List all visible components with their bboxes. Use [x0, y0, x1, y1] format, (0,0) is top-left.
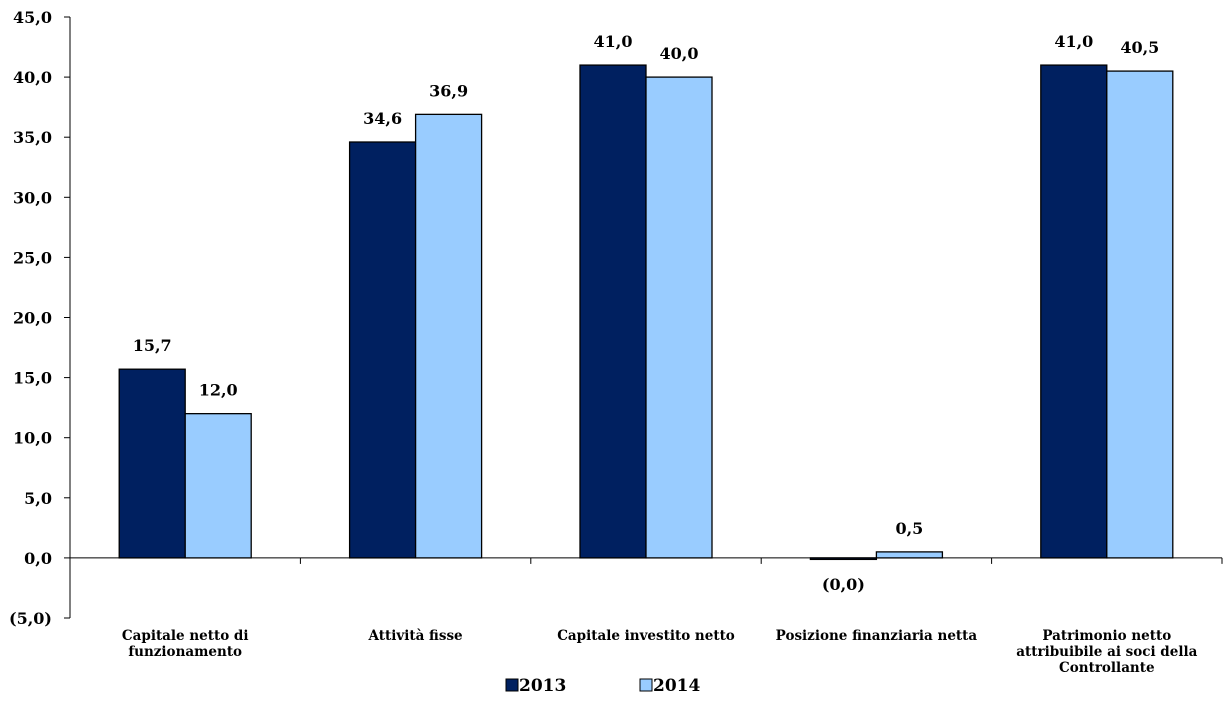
y-tick-label: (5,0) — [9, 609, 52, 628]
bar-2013 — [809, 557, 878, 561]
y-tick-label: 35,0 — [13, 128, 52, 147]
y-tick-label: 45,0 — [13, 8, 52, 27]
y-tick-label: 25,0 — [13, 248, 52, 267]
y-tick-label: 0,0 — [24, 549, 52, 568]
bar-2013 — [118, 368, 186, 559]
data-label-2013: 15,7 — [133, 336, 172, 355]
data-label-2014: 12,0 — [199, 381, 238, 400]
bar-2014 — [645, 76, 713, 559]
legend: 2013 2014 — [505, 676, 700, 696]
bar-2013 — [579, 64, 647, 559]
bar-2014 — [1106, 70, 1174, 559]
y-tick-label: 40,0 — [13, 68, 52, 87]
category-label: Capitale netto di funzionamento — [122, 628, 249, 660]
legend-label-2014: 2014 — [653, 676, 700, 696]
legend-swatch-2013 — [505, 678, 519, 692]
bar-2013 — [1040, 64, 1108, 559]
y-tick-label: 30,0 — [13, 188, 52, 207]
data-label-2013: 41,0 — [1054, 32, 1093, 51]
data-label-2014: 40,5 — [1120, 38, 1159, 57]
bar-2014 — [184, 413, 252, 559]
bars — [118, 64, 1174, 561]
legend-swatch-2014 — [639, 678, 653, 692]
data-labels: 15,7 34,6 41,0 (0,0) 41,0 12,0 36,9 40,0 0,5 40,5 — [133, 32, 1160, 594]
category-label: Attività fisse — [368, 628, 463, 644]
y-tick-label: 10,0 — [13, 429, 52, 448]
data-label-2013: 34,6 — [363, 109, 402, 128]
data-label-2014: 36,9 — [429, 81, 468, 100]
y-tick-label: 15,0 — [13, 369, 52, 388]
bar-2013 — [348, 141, 417, 559]
category-label: Capitale investito netto — [557, 628, 735, 644]
data-label-2014: 0,5 — [895, 519, 923, 538]
legend-label-2013: 2013 — [519, 676, 566, 696]
data-label-2013: 41,0 — [594, 32, 633, 51]
axes: (5,0) 0,0 5,0 10,0 15,0 20,0 25,0 30,0 35,0 40,0 4… — [9, 8, 1223, 676]
category-label: Posizione finanziaria netta — [776, 628, 978, 644]
data-label-2014: 40,0 — [660, 44, 699, 63]
category-label: Patrimonio netto attribuibile ai soci del… — [1016, 628, 1197, 676]
y-tick-label: 20,0 — [13, 309, 52, 328]
bar-2014 — [414, 113, 483, 559]
y-tick-label: 5,0 — [24, 489, 52, 508]
data-label-2013: (0,0) — [822, 575, 865, 594]
bar-2014 — [875, 551, 944, 559]
